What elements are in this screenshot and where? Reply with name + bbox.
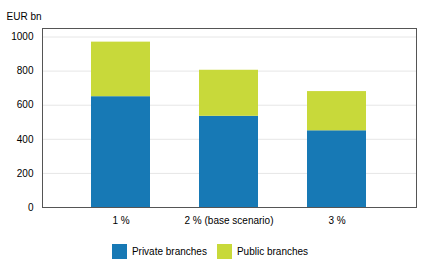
svg-text:2 % (base scenario): 2 % (base scenario): [185, 215, 274, 226]
svg-text:800: 800: [17, 65, 34, 76]
svg-text:0: 0: [28, 202, 34, 213]
svg-text:200: 200: [17, 168, 34, 179]
svg-text:600: 600: [17, 99, 34, 110]
svg-text:EUR bn: EUR bn: [7, 11, 42, 22]
svg-text:1000: 1000: [11, 31, 34, 42]
svg-text:3 %: 3 %: [328, 215, 345, 226]
svg-text:400: 400: [17, 134, 34, 145]
html-text:Private branches: Private branches: [131, 246, 207, 257]
svg-text:1 %: 1 %: [112, 215, 129, 226]
html-text:Public branches: Public branches: [236, 246, 309, 257]
